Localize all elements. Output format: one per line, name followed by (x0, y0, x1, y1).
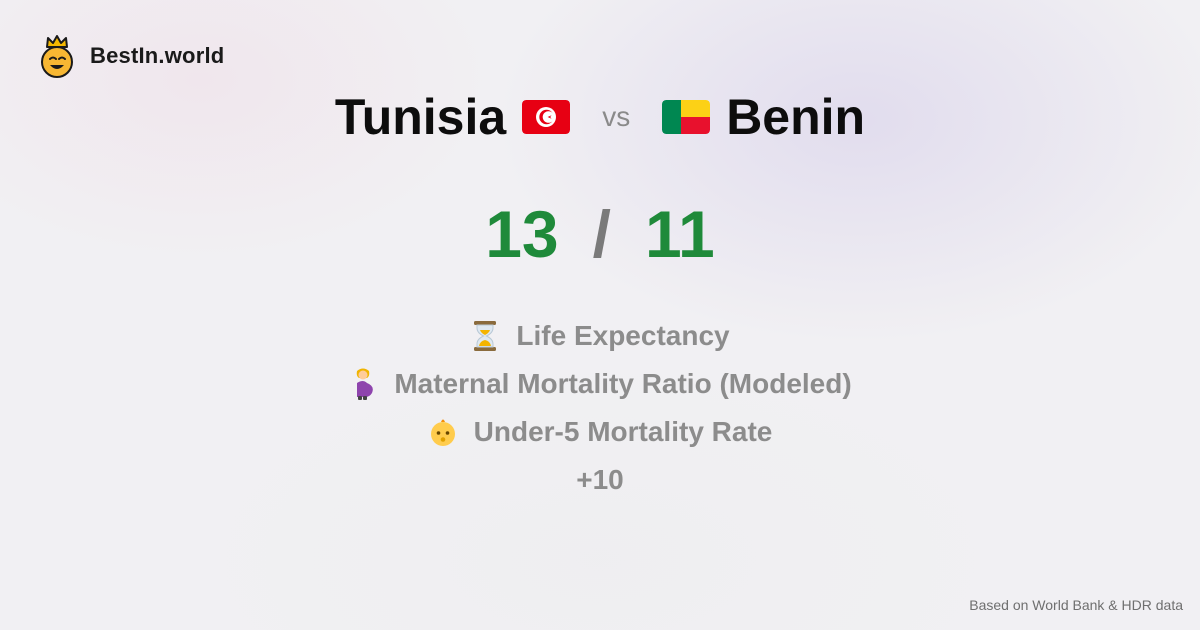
more-metrics-count: +10 (576, 464, 624, 495)
hourglass-icon (474, 321, 497, 351)
comparison-title: Tunisia vs Benin (0, 82, 1200, 152)
metric-label: Under-5 Mortality Rate (473, 416, 773, 447)
right-country-name: Benin (726, 89, 866, 145)
metric-label: Life Expectancy (516, 320, 730, 351)
metric-list: Life Expectancy Maternal Mortality Ratio… (0, 312, 1200, 504)
score-row: 13 / 11 (0, 192, 1200, 276)
data-source-note: Based on World Bank & HDR data (969, 597, 1183, 613)
metric-item-life-expectancy: Life Expectancy (470, 312, 730, 360)
left-country-name: Tunisia (334, 89, 507, 145)
right-score: 11 (644, 197, 715, 271)
metric-item-maternal-mortality: Maternal Mortality Ratio (Modeled) (348, 360, 852, 408)
tunisia-flag-icon (522, 100, 571, 134)
baby-icon (430, 419, 455, 446)
pregnant-woman-icon (357, 368, 374, 400)
left-score: 13 (485, 197, 559, 271)
benin-flag-icon (662, 100, 711, 134)
metric-item-under-5-mortality: Under-5 Mortality Rate (428, 408, 773, 456)
score-separator: / (592, 197, 611, 271)
crowned-smiley-icon (41, 35, 73, 78)
brand[interactable]: BestIn.world (38, 34, 224, 78)
metric-label: Maternal Mortality Ratio (Modeled) (394, 368, 852, 399)
brand-name: BestIn.world (90, 43, 225, 68)
vs-label: vs (602, 101, 631, 132)
